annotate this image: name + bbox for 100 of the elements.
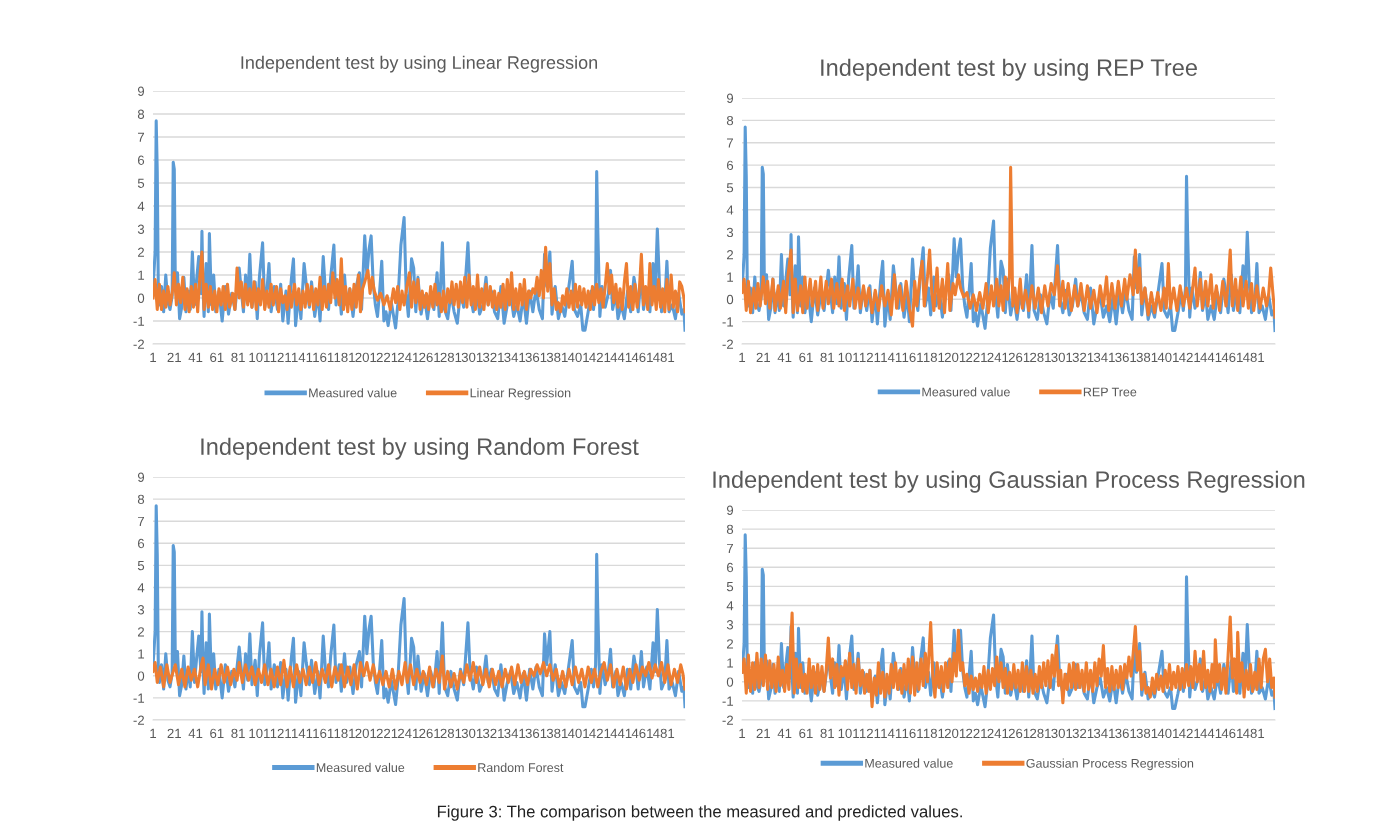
x-tick-label: 421 — [589, 728, 611, 738]
x-tick-label: 221 — [966, 728, 987, 738]
x-tick-label: 141 — [291, 728, 313, 738]
y-tick-label: -2 — [722, 339, 734, 349]
x-tick-label: 421 — [1179, 728, 1201, 738]
x-tick-label: 401 — [1157, 728, 1179, 739]
x-tick-label: 121 — [859, 352, 881, 362]
x-tick-label: 381 — [546, 352, 568, 363]
x-tick-label: 321 — [1072, 728, 1094, 739]
y-tick-label: 1 — [727, 272, 734, 282]
x-tick-label: 61 — [210, 728, 224, 739]
x-tick-label: 341 — [504, 728, 526, 739]
y-tick-label: 4 — [726, 601, 734, 611]
x-tick-label: 301 — [461, 352, 483, 363]
x-tick-label: 461 — [1221, 352, 1243, 363]
y-tick-label: 7 — [138, 516, 144, 526]
x-tick-label: 121 — [270, 352, 292, 362]
y-tick-label: 7 — [727, 138, 733, 148]
x-tick-label: 61 — [799, 728, 813, 739]
legend-label: Measured value — [865, 758, 953, 768]
x-tick-label: 361 — [1115, 728, 1137, 739]
x-tick-label: 101 — [249, 728, 270, 739]
y-tick-label: 3 — [137, 605, 145, 615]
y-tick-label: 8 — [137, 494, 145, 504]
y-tick-label: 3 — [726, 620, 734, 630]
y-tick-label: 4 — [726, 205, 734, 215]
line-series — [153, 245, 685, 314]
y-tick-label: 4 — [137, 583, 145, 593]
x-tick-label: 181 — [334, 728, 355, 739]
x-tick-label: 461 — [631, 352, 653, 363]
chart-title: Independent test by using REP Tree — [821, 58, 1197, 81]
x-tick-label: 21 — [756, 728, 771, 738]
x-tick-label: 181 — [923, 728, 945, 739]
y-tick-label: 3 — [726, 227, 734, 238]
line-series — [742, 611, 1275, 709]
x-tick-label: 481 — [1242, 728, 1265, 739]
y-tick-label: 2 — [726, 250, 733, 260]
y-tick-label: 8 — [726, 524, 734, 534]
y-tick-label: 5 — [137, 178, 145, 188]
x-tick-label: 81 — [231, 728, 245, 739]
x-tick-label: 441 — [1200, 728, 1222, 738]
x-tick-label: 381 — [1136, 728, 1158, 739]
y-tick-label: 4 — [137, 201, 145, 211]
legend-label: Linear Regression — [470, 388, 571, 400]
x-tick-label: 281 — [440, 352, 462, 363]
y-tick-label: 6 — [727, 160, 734, 170]
y-tick-label: -1 — [722, 317, 734, 327]
y-tick-label: 6 — [138, 538, 145, 549]
x-tick-label: 221 — [376, 728, 398, 738]
line-series — [153, 654, 685, 691]
x-tick-label: 441 — [610, 352, 632, 362]
y-tick-label: -1 — [133, 693, 145, 703]
x-tick-label: 361 — [525, 728, 547, 739]
x-tick-label: 361 — [525, 352, 547, 363]
x-tick-label: 81 — [231, 352, 245, 363]
x-tick-label: 461 — [1221, 728, 1243, 739]
x-tick-label: 241 — [987, 352, 1009, 362]
x-tick-label: 101 — [838, 728, 859, 739]
y-tick-label: 0 — [137, 671, 145, 681]
y-tick-label: -2 — [133, 715, 145, 725]
y-tick-label: 5 — [726, 183, 734, 193]
x-tick-label: 141 — [291, 352, 313, 362]
y-tick-label: 0 — [726, 294, 734, 305]
y-tick-label: 2 — [137, 247, 144, 257]
x-tick-label: 201 — [944, 352, 966, 363]
y-tick-label: 2 — [137, 627, 144, 637]
x-tick-label: 401 — [567, 728, 589, 739]
y-tick-label: 5 — [137, 561, 145, 571]
x-tick-label: 241 — [987, 728, 1009, 738]
y-tick-label: 8 — [137, 109, 145, 119]
x-tick-label: 161 — [902, 728, 923, 739]
legend-label: Measured value — [316, 762, 405, 773]
x-tick-label: 21 — [756, 352, 771, 362]
x-tick-label: 161 — [902, 352, 923, 363]
x-tick-label: 441 — [1200, 352, 1222, 362]
x-tick-label: 61 — [799, 352, 813, 363]
x-tick-label: 261 — [419, 728, 440, 739]
x-tick-label: 421 — [1179, 352, 1201, 362]
x-tick-label: 81 — [820, 728, 834, 739]
x-tick-label: 181 — [923, 352, 945, 363]
y-tick-label: 9 — [726, 505, 734, 515]
y-tick-label: 2 — [726, 639, 733, 649]
y-tick-label: 9 — [137, 86, 145, 96]
chart-title: Independent test by using Random Forest — [201, 437, 639, 460]
x-tick-label: 381 — [546, 728, 568, 739]
y-tick-label: 1 — [138, 649, 145, 659]
x-tick-label: 1 — [739, 352, 746, 362]
line-series — [742, 165, 1275, 328]
x-tick-label: 61 — [210, 352, 224, 363]
x-tick-label: 341 — [1093, 352, 1115, 363]
x-tick-label: 161 — [313, 352, 334, 363]
x-tick-label: 481 — [653, 352, 675, 363]
x-tick-label: 201 — [944, 728, 966, 739]
y-tick-label: 8 — [726, 115, 734, 126]
x-tick-label: 121 — [270, 728, 292, 738]
legend-label: Measured value — [922, 387, 1010, 397]
x-tick-label: 101 — [249, 352, 270, 363]
x-tick-label: 341 — [504, 352, 526, 363]
y-tick-label: -1 — [133, 316, 145, 326]
x-tick-label: 41 — [777, 728, 792, 738]
